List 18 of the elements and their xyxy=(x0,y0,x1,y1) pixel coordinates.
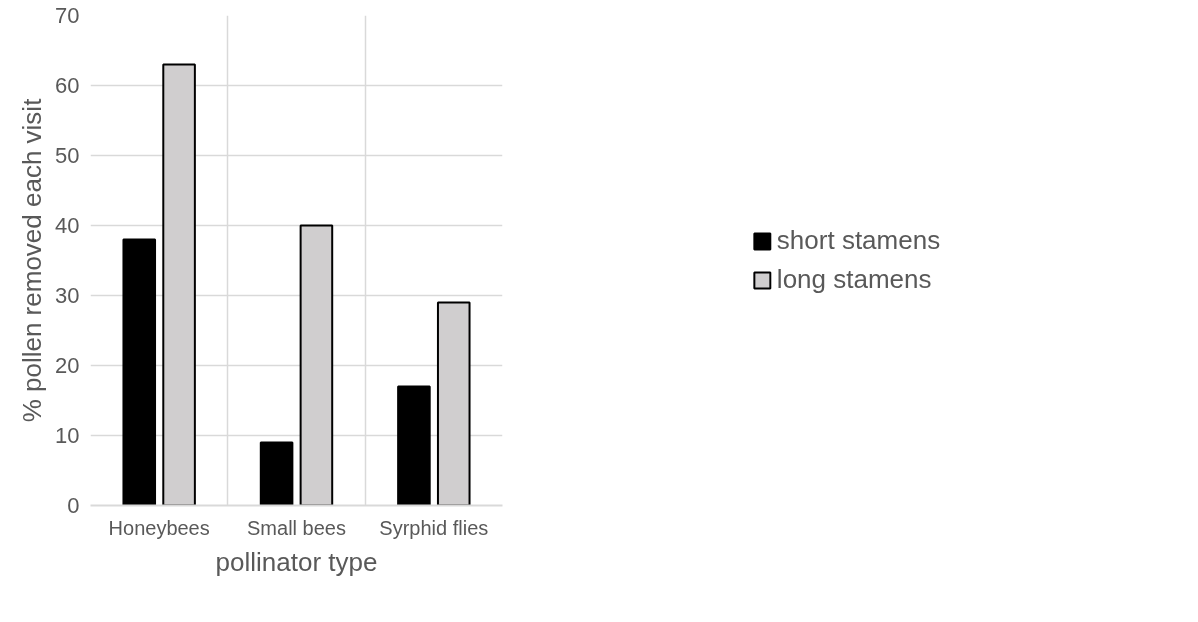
y-tick-label: 70 xyxy=(55,3,80,28)
y-axis-title: % pollen removed each visit xyxy=(17,97,48,423)
y-tick-label: 0 xyxy=(67,493,80,518)
x-tick-label: Small bees xyxy=(247,516,346,539)
bar xyxy=(122,238,157,506)
bar xyxy=(259,441,294,506)
y-tick-label: 30 xyxy=(55,283,80,308)
legend-label: short stamens xyxy=(776,225,941,256)
legend-label: long stamens xyxy=(776,264,932,295)
y-tick-label: 40 xyxy=(55,213,80,238)
y-tick-label: 20 xyxy=(55,353,80,378)
x-axis-title: pollinator type xyxy=(215,546,378,577)
y-tick-label: 60 xyxy=(55,73,80,98)
x-tick-label: Honeybees xyxy=(108,516,210,539)
bar xyxy=(397,385,431,506)
y-tick-label: 50 xyxy=(55,143,80,168)
y-tick-label: 10 xyxy=(55,423,80,448)
x-tick-label: Syrphid flies xyxy=(379,516,489,539)
